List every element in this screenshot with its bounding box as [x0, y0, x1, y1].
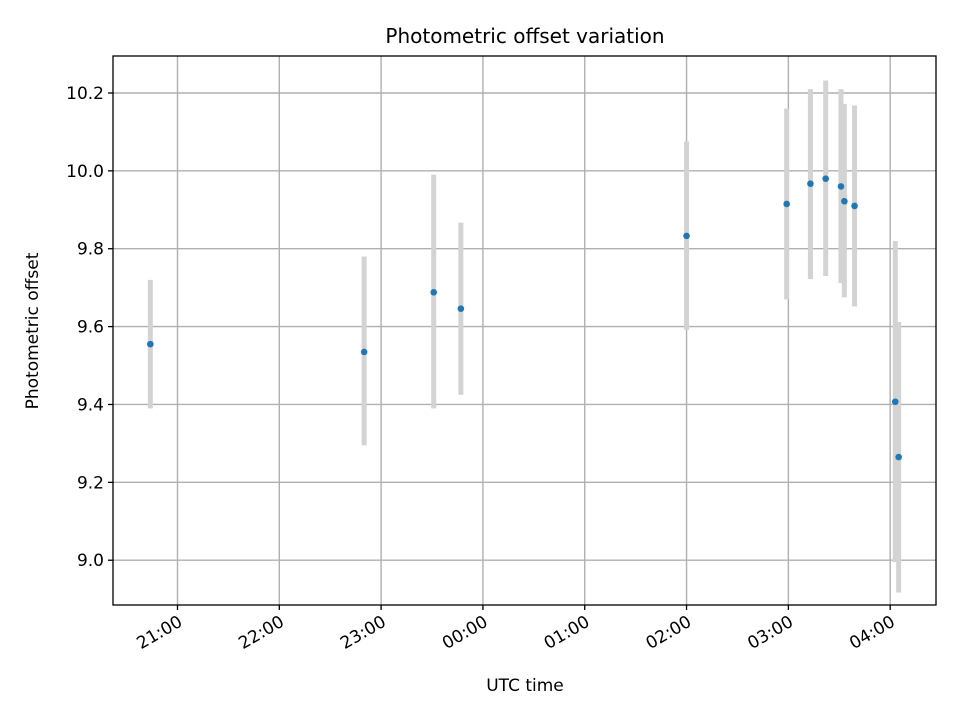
data-point	[683, 232, 690, 240]
y-tick-label: 9.8	[77, 240, 104, 260]
plot-area-frame	[112, 55, 937, 606]
data-point	[457, 305, 465, 312]
data-point	[895, 453, 902, 461]
data-point	[891, 398, 899, 406]
data-point	[841, 197, 848, 205]
data-point	[783, 200, 790, 208]
data-point	[837, 183, 845, 190]
y-tick-label: 9.0	[77, 551, 104, 571]
x-axis-title: UTC time	[486, 676, 564, 696]
chart-title: Photometric offset variation	[385, 24, 664, 48]
y-tick-label: 9.6	[77, 318, 104, 338]
y-tick-label: 10.2	[66, 84, 104, 104]
data-point	[822, 175, 830, 182]
data-point	[430, 289, 438, 296]
y-tick-label: 9.4	[77, 395, 104, 415]
data-point	[360, 348, 368, 356]
y-tick-label: 9.2	[77, 473, 104, 493]
data-point	[807, 180, 814, 188]
y-axis-title: Photometric offset	[23, 252, 43, 409]
data-point	[147, 340, 154, 348]
y-tick-label: 10.0	[66, 162, 104, 182]
grid	[113, 56, 936, 605]
data-point	[851, 202, 858, 210]
y-axis-ticks: 9.0 9.2 9.4 9.6 9.8 10.0 10.2	[66, 84, 113, 571]
data-points	[147, 175, 902, 461]
